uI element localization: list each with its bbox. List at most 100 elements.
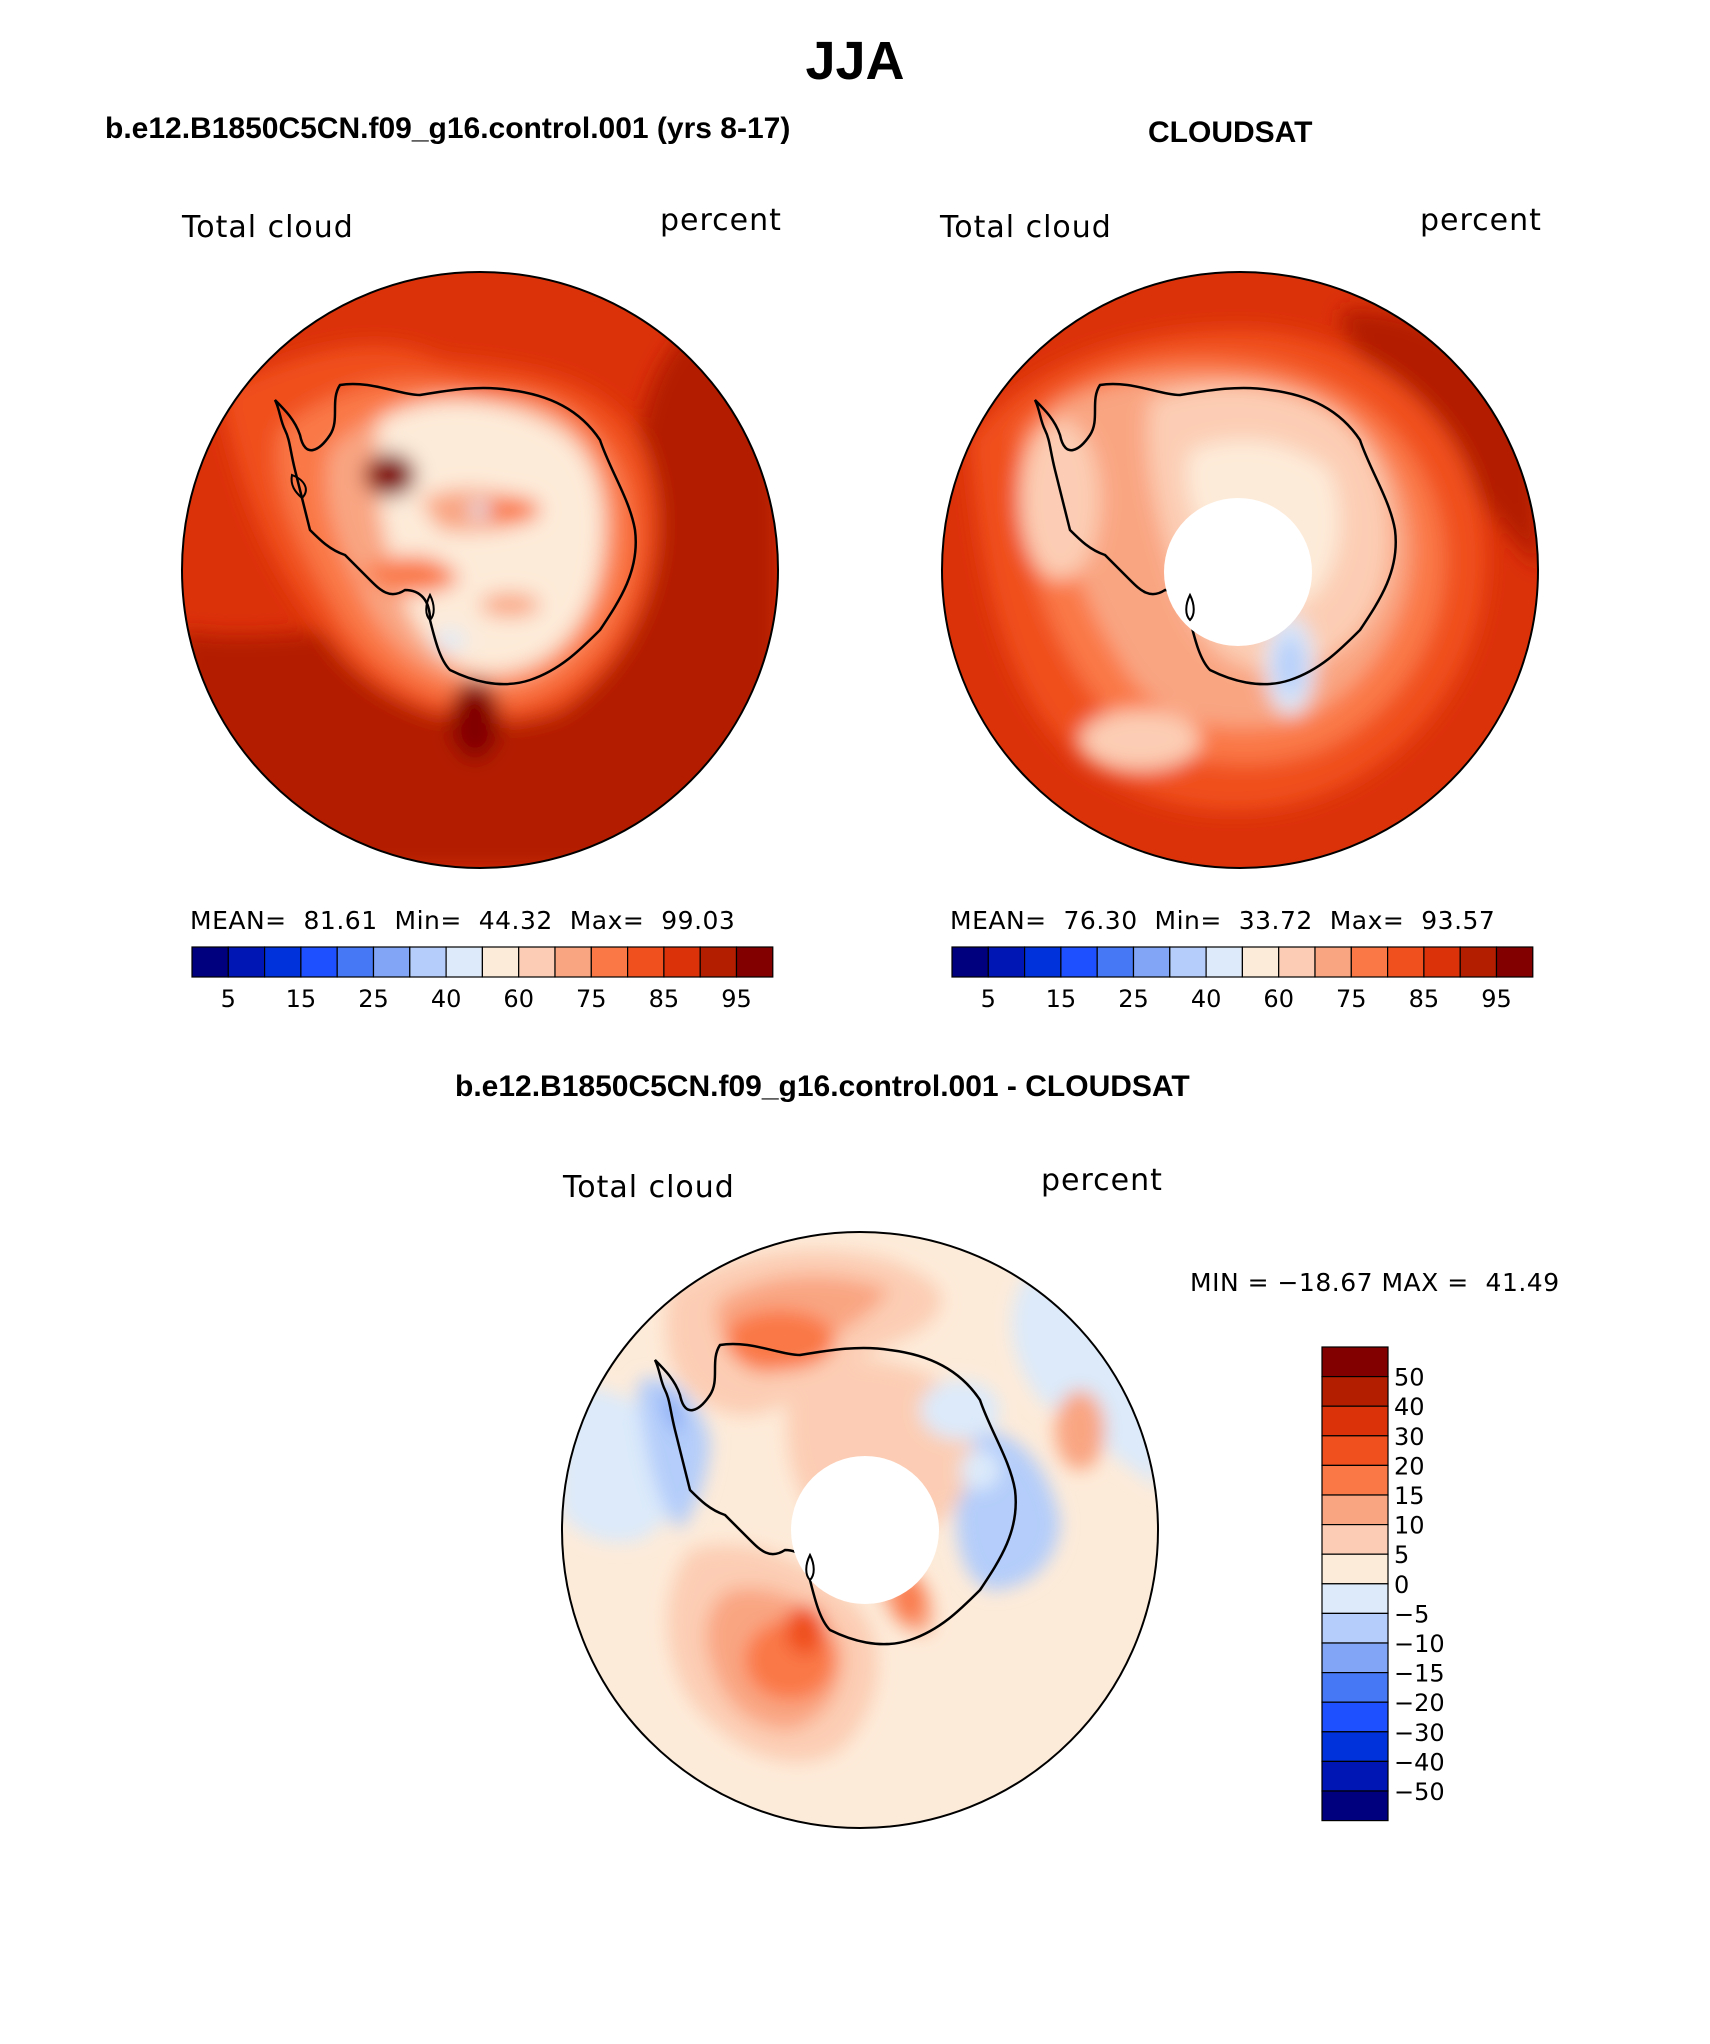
model-colorbar-box [191,946,229,978]
model-stats: MEAN= 81.61 Min= 44.32 Max= 99.03 [190,906,735,935]
model-colorbar-box [336,946,375,978]
obs-colorbar-box [1241,946,1280,978]
diff-colorbar-tick-label: −50 [1394,1778,1445,1806]
model-colorbar-box [590,946,629,978]
diff-variable-label: Total cloud [563,1170,735,1205]
diff-colorbar-tick-label: 10 [1394,1512,1425,1540]
model-colorbar-tick-label: 5 [221,985,236,1013]
obs-min-label: Min= [1154,906,1222,935]
model-colorbar-tick-label: 40 [431,985,462,1013]
diff-colorbar-tick-label: 5 [1394,1541,1409,1569]
model-colorbar-box [263,946,302,978]
obs-colorbar-box [951,946,989,978]
diff-colorbar-box [1321,1672,1389,1703]
diff-colorbar-tick-label: 40 [1394,1393,1425,1421]
model-mean-label: MEAN= [190,906,287,935]
model-colorbar-tick-label: 85 [649,985,680,1013]
diff-minmax-label: MIN = −18.67 MAX = 41.49 [1190,1268,1560,1297]
model-panel-title: b.e12.B1850C5CN.f09_g16.control.001 (yrs… [105,112,791,145]
diff-colorbar-tick-label: −30 [1394,1719,1445,1747]
obs-variable-label: Total cloud [940,210,1112,245]
model-max-value: 99.03 [661,906,736,935]
obs-colorbar-box [1023,946,1062,978]
obs-max-label: Max= [1329,906,1405,935]
model-max-label: Max= [569,906,645,935]
model-colorbar: 5 15 25 40 60 75 85 95 [191,946,774,1013]
diff-colorbar-box [1321,1346,1389,1378]
obs-colorbar-box [1060,946,1098,978]
model-mean-value: 81.61 [303,906,378,935]
model-colorbar-box [227,946,266,978]
diff-colorbar-box [1321,1760,1389,1792]
model-colorbar-box [481,946,520,978]
obs-colorbar-tick-label: 25 [1118,985,1149,1013]
model-polar-map [181,271,779,869]
diff-colorbar-box [1321,1405,1389,1437]
obs-polar-map [941,271,1539,869]
diff-colorbar-box [1321,1583,1389,1615]
diff-colorbar-tick-label: 20 [1394,1452,1425,1480]
model-colorbar-tick-label: 75 [576,985,607,1013]
obs-colorbar-box [1314,946,1352,978]
diff-colorbar-box [1321,1464,1389,1496]
model-colorbar-box [554,946,592,978]
obs-colorbar-tick-label: 15 [1046,985,1077,1013]
model-colorbar-box [699,946,738,978]
model-colorbar-tick-label: 25 [358,985,389,1013]
obs-colorbar-box [1459,946,1498,978]
obs-panel-title: CLOUDSAT [1148,116,1313,149]
obs-colorbar-tick-label: 85 [1409,985,1440,1013]
model-colorbar-box [518,946,556,978]
diff-colorbar-box [1321,1731,1389,1762]
model-colorbar-tick-label: 95 [721,985,752,1013]
obs-colorbar-box [1132,946,1171,978]
model-colorbar-box [445,946,484,978]
diff-colorbar-box [1321,1376,1389,1407]
obs-colorbar-tick-label: 75 [1336,985,1367,1013]
diff-colorbar-tick-label: −15 [1394,1660,1445,1688]
diff-colorbar-tick-label: −5 [1394,1600,1429,1628]
model-colorbar-tick-label: 60 [503,985,534,1013]
obs-colorbar-box [1423,946,1461,978]
obs-max-value: 93.57 [1421,906,1496,935]
obs-colorbar-tick-label: 95 [1481,985,1512,1013]
obs-colorbar-box [1495,946,1534,978]
diff-colorbar-box [1321,1524,1389,1555]
model-min-label: Min= [394,906,462,935]
diff-colorbar-tick-label: −20 [1394,1689,1445,1717]
obs-stats: MEAN= 76.30 Min= 33.72 Max= 93.57 [950,906,1495,935]
model-colorbar-box [409,946,447,978]
model-colorbar-box [300,946,338,978]
diff-units-label: percent [1041,1163,1163,1198]
model-min-value: 44.32 [478,906,553,935]
diff-colorbar-tick-label: 15 [1394,1482,1425,1510]
obs-colorbar-tick-label: 40 [1191,985,1222,1013]
model-colorbar-box [627,946,665,978]
model-colorbar-box [372,946,411,978]
obs-units-label: percent [1420,203,1542,238]
obs-colorbar-box [1350,946,1389,978]
diff-colorbar-tick-label: 0 [1394,1571,1409,1599]
obs-colorbar-tick-label: 60 [1263,985,1294,1013]
figure-title: JJA [805,31,905,91]
obs-colorbar: 5 15 25 40 60 75 85 95 [951,946,1534,1013]
obs-colorbar-box [1387,946,1425,978]
obs-min-value: 33.72 [1238,906,1313,935]
diff-colorbar-tick-label: 50 [1394,1364,1425,1392]
diff-polar-map [561,1231,1159,1829]
diff-colorbar-tick-label: 30 [1394,1423,1425,1451]
model-colorbar-tick-label: 15 [286,985,317,1013]
diff-colorbar-box [1321,1553,1389,1585]
diff-colorbar-box [1321,1642,1389,1674]
diff-colorbar-box [1321,1701,1389,1733]
obs-mean-label: MEAN= [950,906,1047,935]
diff-colorbar-tick-label: −10 [1394,1630,1445,1658]
diff-colorbar-box [1321,1612,1389,1644]
obs-colorbar-box [1096,946,1135,978]
diff-colorbar-box [1321,1790,1389,1822]
model-colorbar-box [735,946,774,978]
model-colorbar-box [663,946,701,978]
obs-colorbar-box [987,946,1026,978]
diff-colorbar-box [1321,1435,1389,1467]
model-variable-label: Total cloud [182,210,354,245]
